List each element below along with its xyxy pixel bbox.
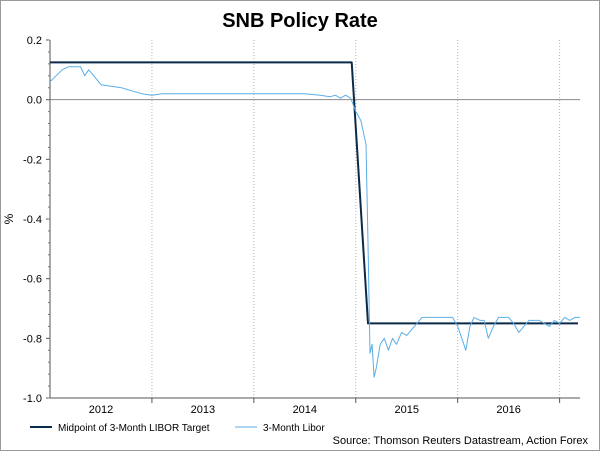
x-tick-label-3: 2015 bbox=[394, 404, 418, 416]
y-tick-label-0: 0.2 bbox=[27, 35, 42, 47]
x-tick-label-1: 2013 bbox=[191, 404, 215, 416]
y-tick-label-2: -0.2 bbox=[23, 154, 42, 166]
x-tick-label-4: 2016 bbox=[496, 404, 520, 416]
x-tick-labels: 2012 2013 2014 2015 2016 bbox=[89, 404, 521, 416]
legend: Midpoint of 3-Month LIBOR Target 3-Month … bbox=[30, 423, 325, 434]
series-line-0 bbox=[50, 61, 578, 325]
y-axis-label: % bbox=[2, 213, 16, 224]
source-note: Source: Thomson Reuters Datastream, Acti… bbox=[333, 435, 589, 447]
chart-title: SNB Policy Rate bbox=[222, 10, 378, 32]
series-line-1 bbox=[49, 66, 580, 378]
legend-label-0: Midpoint of 3-Month LIBOR Target bbox=[58, 423, 210, 434]
series-group bbox=[49, 61, 580, 378]
axes bbox=[46, 39, 580, 403]
y-tick-label-6: -1.0 bbox=[23, 393, 42, 405]
y-tick-label-5: -0.8 bbox=[23, 333, 42, 345]
x-tick-label-2: 2014 bbox=[293, 404, 317, 416]
y-tick-labels: 0.2 0.0 -0.2 -0.4 -0.6 -0.8 -1.0 bbox=[23, 35, 42, 405]
y-tick-label-3: -0.4 bbox=[23, 214, 42, 226]
y-tick-label-1: 0.0 bbox=[27, 95, 42, 107]
legend-label-1: 3-Month Libor bbox=[263, 423, 325, 434]
y-tick-label-4: -0.6 bbox=[23, 274, 42, 286]
x-tick-label-0: 2012 bbox=[89, 404, 113, 416]
